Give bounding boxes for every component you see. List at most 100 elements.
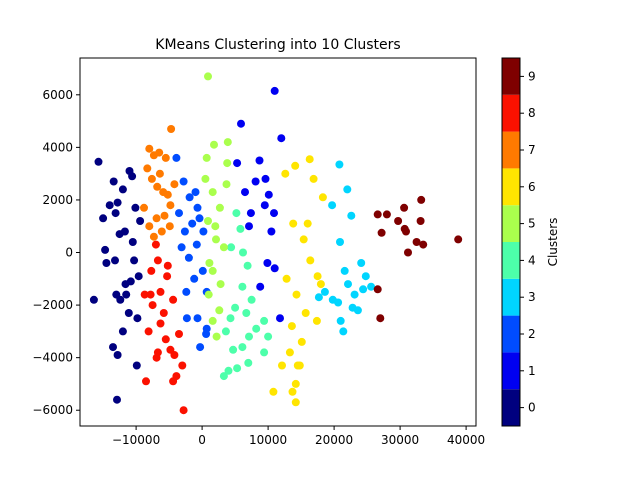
- scatter-point-cluster-8: [146, 290, 155, 299]
- scatter-point-cluster-3: [353, 306, 362, 315]
- colorbar-segment-9: [502, 58, 520, 95]
- x-tick-label: 0: [198, 433, 206, 447]
- scatter-point-cluster-4: [236, 224, 245, 233]
- scatter-point-cluster-7: [152, 214, 161, 223]
- scatter-point-cluster-6: [281, 169, 290, 178]
- scatter-point-cluster-1: [237, 119, 245, 128]
- scatter-point-cluster-0: [133, 314, 142, 323]
- scatter-point-cluster-9: [417, 195, 426, 204]
- scatter-point-cluster-0: [131, 203, 140, 212]
- scatter-point-cluster-2: [192, 240, 201, 249]
- scatter-point-cluster-8: [151, 240, 160, 249]
- scatter-point-cluster-4: [231, 303, 240, 312]
- scatter-point-cluster-6: [303, 219, 312, 228]
- scatter-point-cluster-3: [344, 280, 352, 289]
- colorbar-label: Clusters: [546, 218, 560, 267]
- scatter-point-cluster-4: [224, 366, 233, 375]
- scatter-point-cluster-9: [382, 210, 391, 219]
- scatter-point-cluster-0: [136, 217, 145, 225]
- y-tick-label: −4000: [32, 351, 73, 365]
- scatter-point-cluster-5: [208, 316, 217, 325]
- y-tick-label: 6000: [42, 88, 73, 102]
- scatter-point-cluster-2: [198, 266, 207, 275]
- scatter-point-cluster-2: [195, 214, 204, 223]
- scatter-point-cluster-0: [113, 198, 122, 207]
- scatter-point-cluster-0: [113, 351, 122, 359]
- colorbar-segment-0: [502, 389, 520, 426]
- scatter-point-cluster-3: [367, 282, 376, 291]
- scatter-point-cluster-6: [295, 361, 304, 370]
- scatter-point-cluster-8: [178, 361, 187, 370]
- scatter-point-cluster-2: [188, 219, 197, 228]
- scatter-point-cluster-5: [212, 235, 220, 244]
- scatter-point-cluster-4: [243, 261, 252, 270]
- scatter-point-cluster-1: [276, 314, 284, 323]
- scatter-point-cluster-9: [373, 210, 382, 219]
- colorbar-tick-label: 9: [528, 69, 536, 83]
- scatter-point-cluster-1: [251, 177, 260, 186]
- scatter-point-cluster-8: [175, 330, 183, 338]
- scatter-point-cluster-0: [132, 361, 141, 370]
- scatter-point-cluster-4: [260, 316, 269, 325]
- colorbar-tick-label: 1: [528, 364, 536, 378]
- scatter-point-cluster-1: [270, 264, 279, 273]
- scatter-point-cluster-4: [233, 364, 242, 373]
- scatter-point-cluster-4: [242, 309, 251, 317]
- colorbar-tick-label: 7: [528, 143, 536, 157]
- scatter-point-cluster-3: [320, 287, 329, 296]
- y-tick-label: 0: [65, 246, 73, 260]
- scatter-point-cluster-6: [287, 322, 296, 331]
- scatter-point-cluster-8: [159, 309, 168, 317]
- scatter-point-cluster-9: [416, 217, 425, 225]
- scatter-point-cluster-3: [336, 238, 344, 246]
- scatter-point-cluster-8: [161, 335, 170, 344]
- scatter-point-cluster-7: [145, 144, 154, 153]
- colorbar-segment-2: [502, 315, 520, 353]
- scatter-point-cluster-4: [238, 343, 247, 352]
- scatter-point-cluster-4: [227, 243, 236, 252]
- scatter-point-cluster-5: [204, 72, 212, 81]
- scatter-point-cluster-0: [120, 227, 129, 236]
- scatter-point-cluster-7: [165, 222, 174, 231]
- scatter-point-cluster-4: [219, 372, 228, 381]
- scatter-point-cluster-8: [147, 266, 156, 275]
- scatter-point-cluster-8: [142, 377, 150, 386]
- colorbar-tick-label: 6: [528, 180, 536, 194]
- scatter-points: [89, 72, 463, 415]
- scatter-point-cluster-5: [211, 222, 220, 231]
- x-tick-label: 40000: [447, 433, 485, 447]
- colorbar-frame: [501, 57, 521, 427]
- scatter-point-cluster-1: [263, 259, 272, 267]
- x-tick-label: −10000: [112, 433, 160, 447]
- scatter-point-cluster-6: [278, 361, 286, 370]
- scatter-point-cluster-5: [216, 280, 225, 289]
- plot-area-frame: [79, 57, 477, 427]
- scatter-point-cluster-6: [291, 379, 300, 388]
- scatter-point-cluster-7: [167, 125, 176, 133]
- scatter-point-cluster-3: [328, 201, 337, 210]
- scatter-point-cluster-3: [343, 185, 352, 194]
- scatter-point-cluster-1: [264, 190, 273, 199]
- scatter-point-cluster-4: [247, 295, 256, 304]
- scatter-point-cluster-1: [241, 188, 249, 197]
- scatter-point-cluster-5: [204, 290, 213, 299]
- scatter-point-cluster-1: [233, 159, 242, 168]
- colorbar-segment-6: [502, 168, 520, 206]
- colorbar-tick-label: 5: [528, 217, 536, 231]
- scatter-point-cluster-2: [182, 287, 191, 296]
- scatter-point-cluster-5: [208, 188, 217, 197]
- scatter-point-cluster-7: [157, 227, 166, 236]
- scatter-point-cluster-5: [222, 180, 231, 189]
- scatter-point-cluster-6: [312, 316, 321, 325]
- scatter-point-cluster-0: [118, 185, 127, 194]
- scatter-point-cluster-9: [376, 314, 385, 323]
- scatter-point-cluster-5: [208, 266, 217, 275]
- scatter-point-cluster-8: [140, 290, 149, 299]
- scatter-point-cluster-9: [419, 240, 428, 249]
- scatter-point-cluster-3: [350, 290, 359, 299]
- scatter-point-cluster-3: [361, 272, 370, 281]
- colorbar-segment-8: [502, 94, 520, 132]
- scatter-point-cluster-5: [223, 138, 232, 147]
- scatter-point-cluster-7: [143, 164, 152, 173]
